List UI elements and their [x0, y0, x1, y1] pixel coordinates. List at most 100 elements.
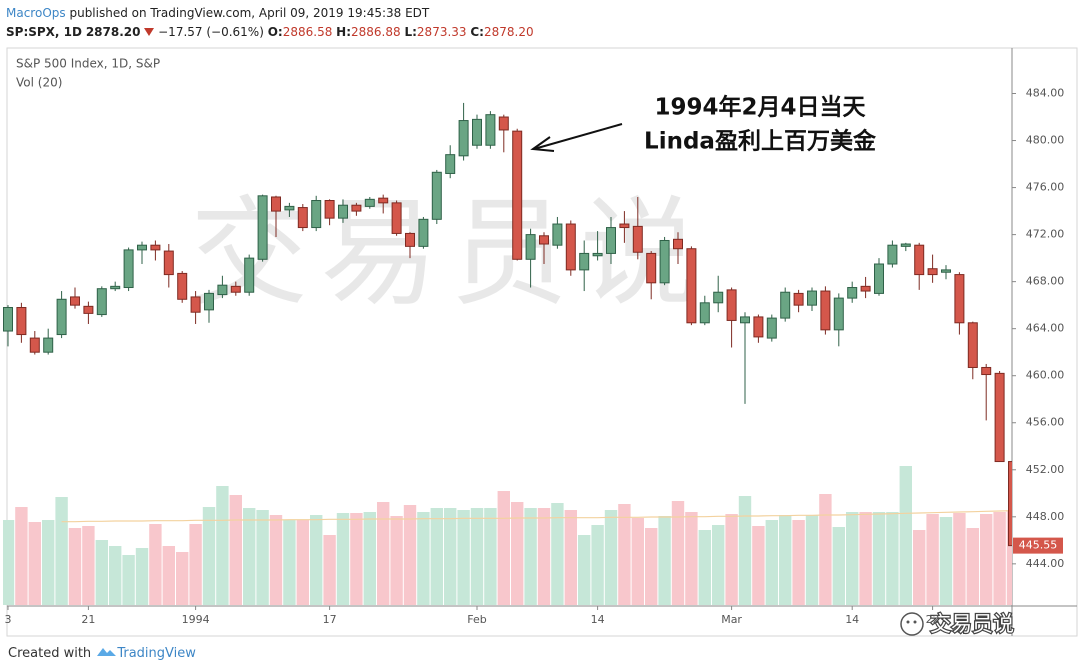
- candle-body: [364, 198, 375, 207]
- candle-body: [847, 287, 858, 299]
- candle-body: [941, 269, 951, 273]
- candle-body: [740, 316, 750, 324]
- symbol: SP:SPX, 1D: [6, 25, 82, 39]
- volume-bar: [765, 520, 778, 605]
- volume-bar: [698, 530, 711, 605]
- candle-body: [780, 291, 791, 319]
- volume-bar: [243, 508, 256, 605]
- volume-bar: [484, 508, 497, 605]
- candle-body: [163, 250, 174, 276]
- candle-body: [699, 302, 710, 324]
- ohlc-value: 2886.58: [282, 25, 333, 39]
- volume-bar: [819, 494, 832, 605]
- volume-bar: [886, 512, 899, 605]
- volume-bar: [55, 497, 68, 605]
- candle-body: [284, 205, 295, 211]
- volume-bar: [618, 504, 631, 605]
- volume-bar: [551, 503, 564, 605]
- candle-body: [311, 200, 322, 229]
- ohlc-value: 2873.33: [416, 25, 467, 39]
- volume-bar: [872, 512, 886, 605]
- volume-bar: [591, 525, 604, 605]
- y-tick-label: 444.00: [1026, 557, 1065, 570]
- x-tick-label: 3: [5, 613, 12, 626]
- volume-bar: [939, 517, 953, 605]
- volume-bar: [926, 514, 939, 605]
- chart-frame: [6, 47, 1078, 637]
- volume-bar: [457, 510, 470, 605]
- volume-bar: [283, 520, 296, 605]
- published: published on TradingView.com, April 09, …: [69, 6, 430, 20]
- volume-bar: [189, 524, 202, 605]
- candle-body: [351, 204, 362, 212]
- candle-body: [565, 223, 576, 271]
- candle-body: [405, 232, 415, 247]
- ohlc-label: C:: [470, 25, 484, 39]
- candle-body: [217, 284, 228, 296]
- candle-body: [807, 290, 817, 306]
- candle-body: [244, 257, 255, 293]
- y-tick-label: 468.00: [1026, 275, 1065, 288]
- volume-bar: [216, 486, 229, 605]
- volume-ma-line: [61, 510, 1012, 523]
- y-tick-label: 472.00: [1026, 228, 1065, 241]
- chart: 交易员说 S&P 500 Index, 1D, S&P Vol (20) 199…: [3, 47, 1078, 637]
- candle-body: [820, 290, 831, 331]
- candle-body: [431, 171, 442, 220]
- volume-bar: [578, 535, 591, 605]
- volume-bar: [953, 513, 966, 605]
- volume-bar: [403, 505, 417, 605]
- volume-bar: [363, 512, 376, 605]
- logo: [900, 612, 924, 636]
- volume-bar: [310, 515, 323, 605]
- volume-bar: [685, 512, 698, 605]
- candle-body: [954, 274, 965, 324]
- volume-bar: [899, 466, 912, 605]
- footer: Created with TradingView: [8, 645, 196, 661]
- created-with: Created with: [8, 646, 92, 661]
- volume-bar: [511, 502, 524, 605]
- candle-body: [257, 195, 268, 260]
- candle-body: [110, 285, 121, 290]
- y-tick-label: 456.00: [1026, 416, 1065, 429]
- candle-body: [900, 243, 911, 247]
- candle-body: [994, 372, 1005, 463]
- volume-bar: [95, 540, 108, 605]
- candle-body: [418, 218, 429, 247]
- candle-body: [659, 239, 670, 284]
- x-tick-label: Feb: [467, 613, 486, 626]
- volume-bar: [738, 496, 752, 605]
- candle-body: [525, 234, 536, 260]
- candle-body: [137, 244, 147, 251]
- candle-body: [753, 316, 764, 338]
- y-tick-label: 452.00: [1026, 463, 1065, 476]
- volume-bar: [497, 491, 510, 605]
- annotation: 1994年2月4日当天: [654, 94, 866, 121]
- candle-body: [96, 288, 107, 316]
- candle-body: [485, 114, 496, 146]
- x-tick-label: 14: [845, 613, 859, 626]
- y-tick-label: 476.00: [1026, 181, 1065, 194]
- brand: TradingView: [117, 646, 196, 661]
- plot-area: [3, 102, 1012, 605]
- candle-body: [70, 296, 80, 306]
- volume-bar: [269, 515, 283, 605]
- annotation-arrow: [530, 123, 623, 152]
- volume-bar: [524, 508, 537, 605]
- volume-bar: [846, 512, 859, 605]
- volume-bar: [859, 512, 872, 605]
- y-tick-label: 484.00: [1026, 87, 1065, 100]
- volume-title: Vol (20): [16, 76, 62, 90]
- x-tick-label: 21: [81, 613, 95, 626]
- ohlc-value: 2886.88: [351, 25, 401, 39]
- volume-bar: [631, 518, 644, 605]
- author: MacroOps: [6, 6, 66, 20]
- volume-bar: [417, 512, 430, 605]
- volume-bar: [470, 508, 484, 605]
- y-tick-label: 448.00: [1026, 510, 1065, 523]
- candle-body: [297, 207, 308, 229]
- volume-bar: [323, 535, 336, 605]
- volume-bar: [537, 508, 551, 605]
- x-tick-label: 14: [591, 613, 605, 626]
- volume-bar: [229, 495, 242, 605]
